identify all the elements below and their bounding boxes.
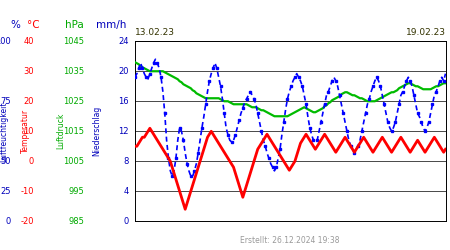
Text: 16: 16	[118, 97, 129, 106]
Text: 13.02.23: 13.02.23	[135, 28, 175, 37]
Text: 8: 8	[123, 157, 129, 166]
Text: 1025: 1025	[63, 97, 84, 106]
Text: Erstellt: 26.12.2024 19:38: Erstellt: 26.12.2024 19:38	[240, 236, 340, 245]
Text: Niederschlag: Niederschlag	[92, 106, 101, 156]
Text: 1015: 1015	[63, 127, 84, 136]
Text: 995: 995	[68, 187, 84, 196]
Text: 10: 10	[23, 127, 34, 136]
Text: 100: 100	[0, 37, 11, 46]
Text: °C: °C	[27, 20, 40, 30]
Text: hPa: hPa	[65, 20, 84, 30]
Text: Temperatur: Temperatur	[21, 109, 30, 153]
Text: %: %	[10, 20, 20, 30]
Text: 1005: 1005	[63, 157, 84, 166]
Text: 985: 985	[68, 217, 84, 226]
Text: 0: 0	[6, 217, 11, 226]
Text: 20: 20	[118, 67, 129, 76]
Text: 12: 12	[118, 127, 129, 136]
Text: 0: 0	[123, 217, 129, 226]
Text: 1035: 1035	[63, 67, 84, 76]
Text: 50: 50	[1, 157, 11, 166]
Text: mm/h: mm/h	[96, 20, 127, 30]
Text: 30: 30	[23, 67, 34, 76]
Text: -20: -20	[20, 217, 34, 226]
Text: 40: 40	[23, 37, 34, 46]
Text: -10: -10	[20, 187, 34, 196]
Text: 4: 4	[123, 187, 129, 196]
Text: 75: 75	[0, 97, 11, 106]
Text: Luftfeuchtigkeit: Luftfeuchtigkeit	[0, 101, 8, 162]
Text: 0: 0	[28, 157, 34, 166]
Text: 25: 25	[1, 187, 11, 196]
Text: Luftdruck: Luftdruck	[56, 113, 65, 150]
Text: 20: 20	[23, 97, 34, 106]
Text: 24: 24	[118, 37, 129, 46]
Text: 19.02.23: 19.02.23	[405, 28, 446, 37]
Text: 1045: 1045	[63, 37, 84, 46]
